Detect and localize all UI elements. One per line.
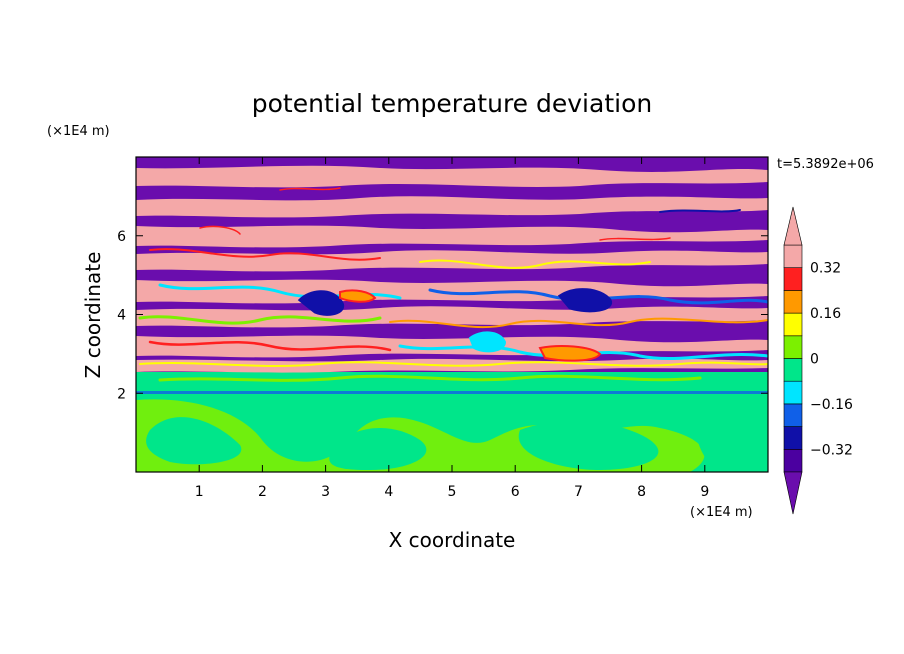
- x-tick-label: 8: [637, 484, 646, 500]
- colorbar-segment: [783, 335, 803, 359]
- x-tick-label: 5: [448, 484, 457, 500]
- chart-title: potential temperature deviation: [252, 89, 652, 118]
- band-pink-2: [136, 196, 768, 218]
- colorbar-tick-label: 0.16: [810, 306, 841, 322]
- colorbar-tick-label: 0.32: [810, 261, 841, 277]
- field-lower-green-lobe-1: [146, 417, 242, 465]
- band-pink-6: [136, 306, 768, 328]
- colorbar-segment: [783, 267, 803, 291]
- x-unit-label: (×1E4 m): [690, 505, 753, 520]
- colorbar-segment: [783, 244, 803, 269]
- x-tick-label: 7: [574, 484, 583, 500]
- y-tick-label: 4: [117, 308, 126, 324]
- field-boundary-band: [136, 372, 768, 394]
- y-unit-label: (×1E4 m): [47, 124, 110, 139]
- colorbar-segment: [783, 290, 803, 314]
- colorbar-tick-label: −0.16: [810, 397, 853, 413]
- colorbar-segment: [783, 448, 803, 473]
- field-boundary-line: [136, 391, 768, 394]
- field-lower-green-lobe-4: [696, 408, 768, 472]
- filaments: [138, 187, 768, 382]
- time-label: t=5.3892e+06: [777, 157, 874, 172]
- y-tick-label: 2: [117, 386, 126, 402]
- colorbar-segment: [783, 312, 803, 337]
- colorbar-segment: [783, 403, 803, 427]
- colorbar: −0.32 −0.16 0 0.16 0.32: [783, 206, 853, 515]
- x-tick-label: 2: [258, 484, 267, 500]
- heatmap-area: [136, 157, 768, 472]
- colorbar-segment: [783, 380, 803, 405]
- band-pink-1: [136, 165, 768, 188]
- x-tick-label: 6: [511, 484, 520, 500]
- field-lower-green-lobe-3: [518, 421, 659, 470]
- colorbar-segment: [783, 426, 803, 450]
- colorbar-under-arrow: [783, 471, 803, 515]
- colorbar-segment: [783, 358, 803, 382]
- x-tick-label: 9: [700, 484, 709, 500]
- x-axis-label: X coordinate: [389, 528, 516, 552]
- colorbar-over-arrow: [783, 206, 803, 246]
- y-axis-ticks: 2 4 6: [117, 229, 768, 402]
- x-tick-label: 1: [195, 484, 204, 500]
- x-axis-ticks: 1 2 3 4 5 6 7 8 9: [195, 157, 709, 500]
- field-lower-green-lobe-2: [329, 428, 427, 470]
- x-tick-label: 4: [384, 484, 393, 500]
- band-pink-3: [136, 225, 768, 248]
- y-axis-label: Z coordinate: [81, 252, 105, 379]
- x-tick-label: 3: [321, 484, 330, 500]
- colorbar-tick-label: −0.32: [810, 442, 853, 458]
- colorbar-tick-label: 0: [810, 352, 819, 368]
- y-tick-label: 6: [117, 229, 126, 245]
